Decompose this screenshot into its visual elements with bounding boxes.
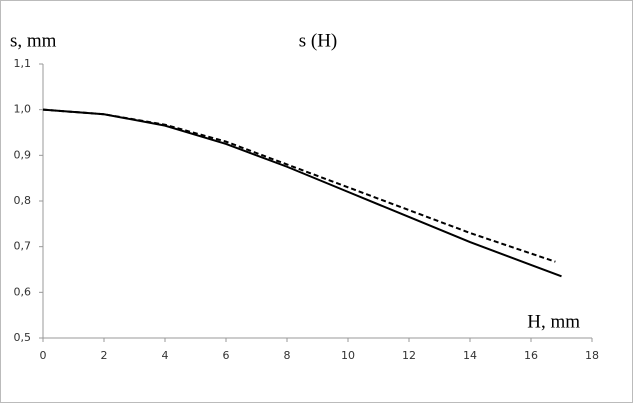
x-axis-label: H, mm [527,311,580,332]
x-tick-label: 14 [463,349,477,362]
y-axis-label: s, mm [10,30,57,51]
y-tick-label: 0,6 [14,285,32,298]
x-tick-label: 10 [341,349,355,362]
y-tick-label: 1,1 [14,57,32,70]
y-tick-label: 0,5 [14,331,32,344]
y-tick-label: 1,0 [14,103,32,116]
y-tick-label: 0,7 [14,240,32,253]
series-line [42,108,556,263]
x-tick-label: 18 [585,349,599,362]
y-tick-label: 0,9 [14,148,32,161]
chart-title: s (H) [299,30,338,51]
x-tick-label: 12 [402,349,416,362]
x-tick-label: 4 [162,349,169,362]
x-tick-label: 6 [223,349,230,362]
x-tick-label: 16 [524,349,538,362]
x-tick-label: 2 [101,349,108,362]
x-tick-label: 0 [40,349,47,362]
y-tick-label: 0,8 [14,194,32,207]
chart-border [0,0,633,403]
x-tick-label: 8 [284,349,291,362]
